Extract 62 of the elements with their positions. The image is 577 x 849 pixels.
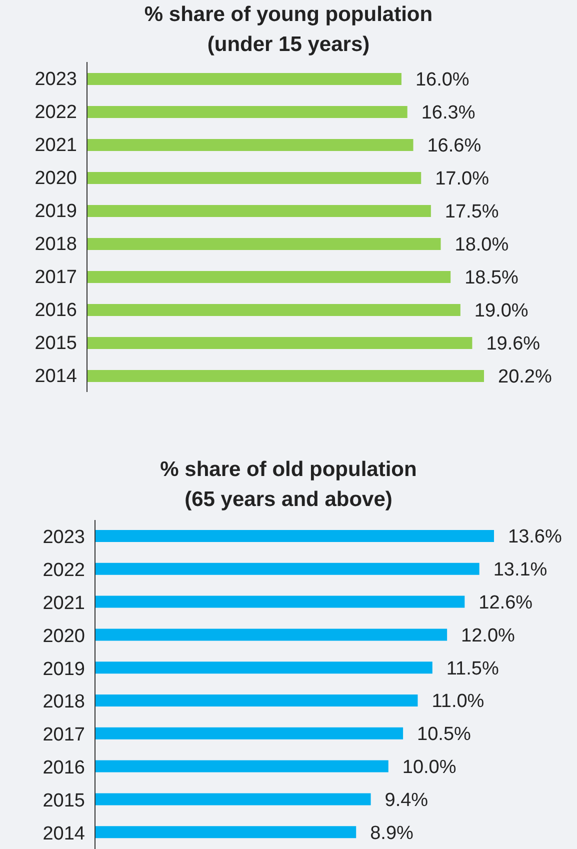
chart-title: % share of old population (65 years and above) [159, 457, 418, 513]
data-label: 10.0% [402, 756, 456, 778]
y-tick-label: 2023 [34, 69, 77, 90]
data-label: 9.4% [384, 790, 428, 811]
data-label: 18.5% [464, 268, 519, 289]
y-tick-label: 2019 [34, 201, 77, 222]
bar [95, 628, 448, 641]
y-tick-label: 2014 [34, 366, 78, 388]
data-label: 12.6% [478, 592, 533, 614]
y-tick-label: 2019 [42, 658, 85, 680]
bar [95, 562, 480, 575]
y-tick-label: 2018 [42, 692, 85, 713]
bar [87, 337, 472, 349]
bar [87, 370, 484, 382]
bar [95, 793, 371, 806]
bar [87, 238, 441, 250]
y-tick-label: 2017 [34, 267, 77, 288]
bar [95, 727, 404, 740]
data-label: 13.6% [508, 526, 562, 548]
data-label: 12.0% [461, 625, 516, 646]
bar [87, 172, 422, 184]
data-label: 16.0% [415, 70, 470, 91]
y-tick-label: 2016 [34, 300, 77, 322]
bar [95, 596, 465, 608]
bar [95, 826, 356, 838]
data-label: 10.5% [417, 724, 472, 746]
bar [87, 304, 460, 316]
bar [87, 73, 402, 85]
y-tick-label: 2014 [42, 823, 86, 844]
y-tick-label: 2020 [42, 626, 85, 647]
bar [87, 139, 414, 151]
y-tick-label: 2022 [34, 102, 77, 124]
data-label: 19.0% [474, 300, 528, 322]
y-tick-label: 2017 [42, 724, 85, 746]
bar [95, 662, 432, 674]
bar [87, 271, 451, 283]
data-label: 19.6% [486, 334, 540, 355]
data-label: 18.0% [454, 234, 509, 256]
bar [87, 205, 431, 217]
bar [95, 694, 418, 706]
data-label: 17.0% [435, 168, 490, 190]
y-tick-label: 2018 [34, 234, 77, 256]
chart-title: % share of young population (under 15 years) [143, 2, 434, 58]
y-tick-label: 2015 [34, 333, 77, 354]
y-tick-label: 2022 [42, 560, 85, 582]
y-tick-label: 2016 [42, 757, 85, 778]
y-tick-label: 2015 [42, 790, 85, 812]
y-tick-label: 2021 [34, 135, 77, 156]
data-label: 20.2% [498, 366, 552, 388]
bar [95, 760, 388, 772]
data-label: 16.6% [427, 136, 482, 157]
y-tick-label: 2023 [42, 527, 85, 548]
y-tick-label: 2021 [42, 592, 85, 614]
bar [95, 530, 494, 542]
bar [87, 106, 408, 118]
data-label: 17.5% [444, 202, 499, 223]
data-label: 16.3% [421, 102, 476, 124]
data-label: 13.1% [493, 560, 548, 581]
data-label: 11.5% [446, 658, 499, 680]
data-label: 11.0% [432, 691, 484, 712]
y-tick-label: 2020 [34, 168, 77, 190]
data-label: 8.9% [370, 822, 414, 844]
